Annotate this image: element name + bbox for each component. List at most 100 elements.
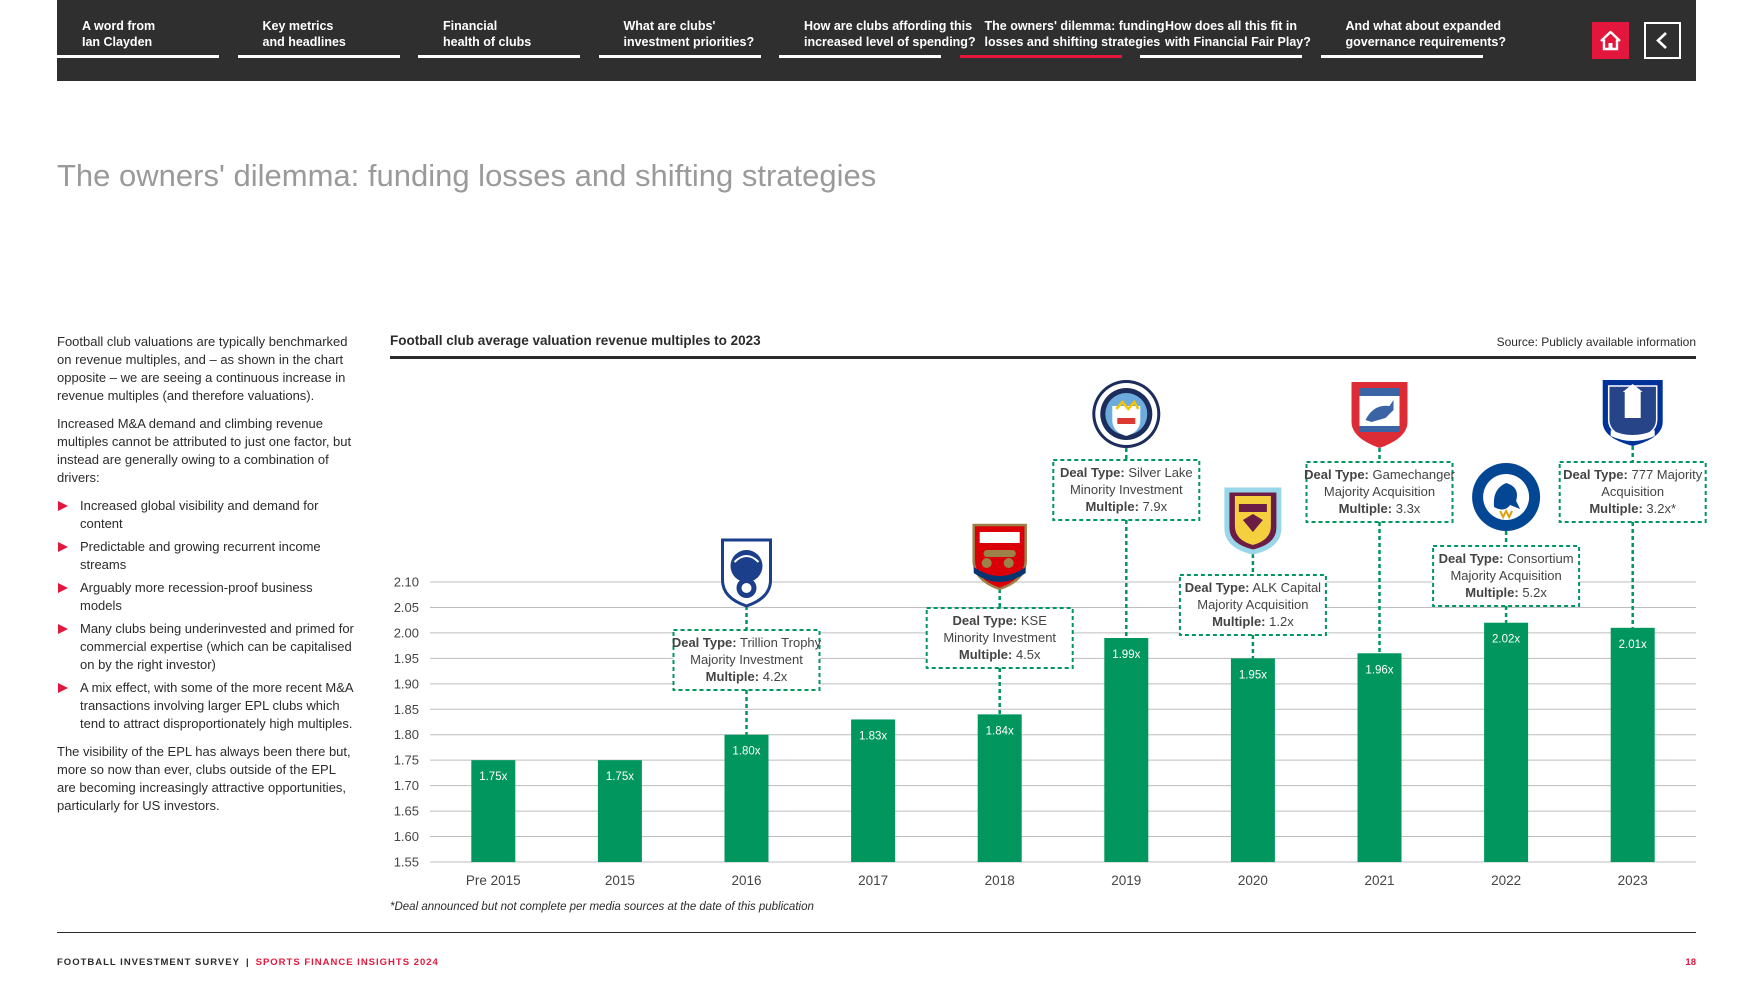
chevron-left-icon <box>1656 32 1667 49</box>
deal-type-text: Deal Type: Gamechanger <box>1304 467 1455 482</box>
bar <box>977 714 1022 862</box>
page-number: 18 <box>1685 957 1696 968</box>
footer-rule <box>57 932 1696 933</box>
deal-description: Acquisition <box>1601 484 1664 499</box>
bar <box>1230 658 1275 862</box>
bar <box>851 719 896 862</box>
home-button[interactable] <box>1592 22 1629 59</box>
deal-investor: 777 Majority <box>1631 467 1702 482</box>
y-tick-label: 1.90 <box>394 676 419 691</box>
multiple-label: Multiple: <box>1212 614 1265 629</box>
deal-multiple-text: Multiple: 7.9x <box>1085 499 1167 514</box>
nav-item-label: losses and shifting strategies <box>984 35 1161 49</box>
deal-annotation-box <box>1432 545 1581 607</box>
nav-item-label: How does all this fit in <box>1165 19 1297 33</box>
y-tick-label: 2.10 <box>394 575 419 590</box>
nav-item-3[interactable]: Financial health of clubs <box>418 18 580 58</box>
multiple-label: Multiple: <box>1589 501 1642 516</box>
bar-value-label: 1.96x <box>1365 664 1393 676</box>
bar-value-label: 1.83x <box>859 730 887 742</box>
bar-value-label: 1.80x <box>732 746 760 758</box>
list-item: Predictable and growing recurrent income… <box>57 538 357 574</box>
bar-value-label: 1.99x <box>1112 649 1140 661</box>
nav-item-1[interactable]: A word from Ian Clayden <box>57 18 219 58</box>
chart-footnote: *Deal announced but not complete per med… <box>390 901 814 913</box>
nav-item-7[interactable]: How does all this fit in with Financial F… <box>1140 18 1311 58</box>
next-page-button[interactable] <box>1696 22 1733 59</box>
y-tick-label: 1.60 <box>394 829 419 844</box>
multiple-label: Multiple: <box>1465 585 1518 600</box>
deal-investor: Gamechanger <box>1373 467 1456 482</box>
nav-item-4[interactable]: What are clubs' investment priorities? <box>598 18 761 58</box>
deal-type-label: Deal Type: <box>1060 465 1125 480</box>
chevron-right-icon <box>1710 32 1721 49</box>
y-tick-label: 1.85 <box>394 702 419 717</box>
nav-item-label: The owners' dilemma: funding <box>984 19 1165 33</box>
intro-paragraph: Football club valuations are typically b… <box>57 334 348 403</box>
deal-annotation-box <box>1305 461 1454 523</box>
deal-multiple-value: 7.9x <box>1143 499 1168 514</box>
bar-value-label: 1.75x <box>479 771 507 783</box>
multiple-label: Multiple: <box>706 669 759 684</box>
nav-item-label: Financial <box>443 19 498 33</box>
deal-description: Minority Investment <box>1070 482 1183 497</box>
nav-item-label: investment priorities? <box>623 35 755 49</box>
bar <box>1357 653 1402 862</box>
deal-type-text: Deal Type: KSE <box>952 613 1047 628</box>
footer-insights-name: SPORTS FINANCE INSIGHTS 2024 <box>255 957 439 968</box>
nav-item-8[interactable]: And what about expanded governance requir… <box>1320 18 1506 58</box>
burnley-crest-icon <box>1224 487 1282 555</box>
nav-item-label: health of clubs <box>443 35 532 49</box>
deal-multiple-text: Multiple: 3.2x* <box>1589 501 1676 516</box>
deal-description: Majority Investment <box>690 652 803 667</box>
deal-type-label: Deal Type: <box>1563 467 1628 482</box>
deal-multiple-value: 4.2x <box>763 669 788 684</box>
x-tick-label: 2023 <box>1618 873 1648 888</box>
nav-item-label: Key metrics <box>262 19 334 33</box>
deal-description: Majority Acquisition <box>1450 568 1561 583</box>
y-tick-label: 2.05 <box>394 600 419 615</box>
page-title: The owners' dilemma: funding losses and … <box>57 158 877 193</box>
deal-description: Majority Acquisition <box>1324 484 1435 499</box>
everton-crest-icon <box>1602 380 1663 446</box>
deal-multiple-text: Multiple: 5.2x <box>1465 585 1547 600</box>
x-tick-label: Pre 2015 <box>466 873 521 888</box>
nav-item-5[interactable]: How are clubs affording this increased le… <box>779 18 976 58</box>
manchester-city-crest-icon <box>1092 380 1161 448</box>
deal-type-label: Deal Type: <box>1439 551 1504 566</box>
nav-item-label: Ian Clayden <box>82 35 153 49</box>
deal-type-text: Deal Type: Consortium <box>1439 551 1574 566</box>
nav-item-label: governance requirements? <box>1345 35 1506 49</box>
x-tick-label: 2018 <box>985 873 1015 888</box>
drivers-list: Increased global visibility and demand f… <box>57 497 357 733</box>
previous-page-button[interactable] <box>1644 22 1681 59</box>
nav-item-label: increased level of spending? <box>804 35 976 49</box>
deal-multiple-text: Multiple: 4.5x <box>959 647 1041 662</box>
footer-separator: | <box>245 957 250 968</box>
deal-multiple-text: Multiple: 4.2x <box>706 669 788 684</box>
nav-item-label: and headlines <box>262 35 346 49</box>
nav-item-2[interactable]: Key metrics and headlines <box>237 18 400 58</box>
multiple-label: Multiple: <box>1339 501 1392 516</box>
deal-investor: ALK Capital <box>1252 580 1321 595</box>
deal-annotation-box <box>1178 574 1327 636</box>
deal-annotation-box <box>1052 459 1201 521</box>
chart-source: Source: Publicly available information <box>1496 335 1696 349</box>
nav-item-6[interactable]: The owners' dilemma: funding losses and s… <box>959 18 1165 58</box>
list-item: Increased global visibility and demand f… <box>57 497 357 533</box>
deal-annotation-box <box>1558 461 1707 523</box>
drivers-paragraph: Increased M&A demand and climbing revenu… <box>57 416 352 485</box>
y-tick-label: 2.00 <box>394 625 419 640</box>
deal-type-text: Deal Type: ALK Capital <box>1185 580 1321 595</box>
deal-multiple-value: 1.2x <box>1269 614 1294 629</box>
nav-item-label: with Financial Fair Play? <box>1165 35 1311 49</box>
deal-description: Minority Investment <box>943 630 1056 645</box>
deal-multiple-value: 5.2x <box>1522 585 1547 600</box>
deal-annotation-box <box>925 607 1074 669</box>
bar-value-label: 2.02x <box>1492 634 1520 646</box>
deal-type-label: Deal Type: <box>672 635 737 650</box>
multiple-label: Multiple: <box>959 647 1012 662</box>
nav-item-label: What are clubs' <box>623 19 716 33</box>
top-navigation: A word from Ian Clayden Key metrics and hea… <box>57 0 1733 81</box>
